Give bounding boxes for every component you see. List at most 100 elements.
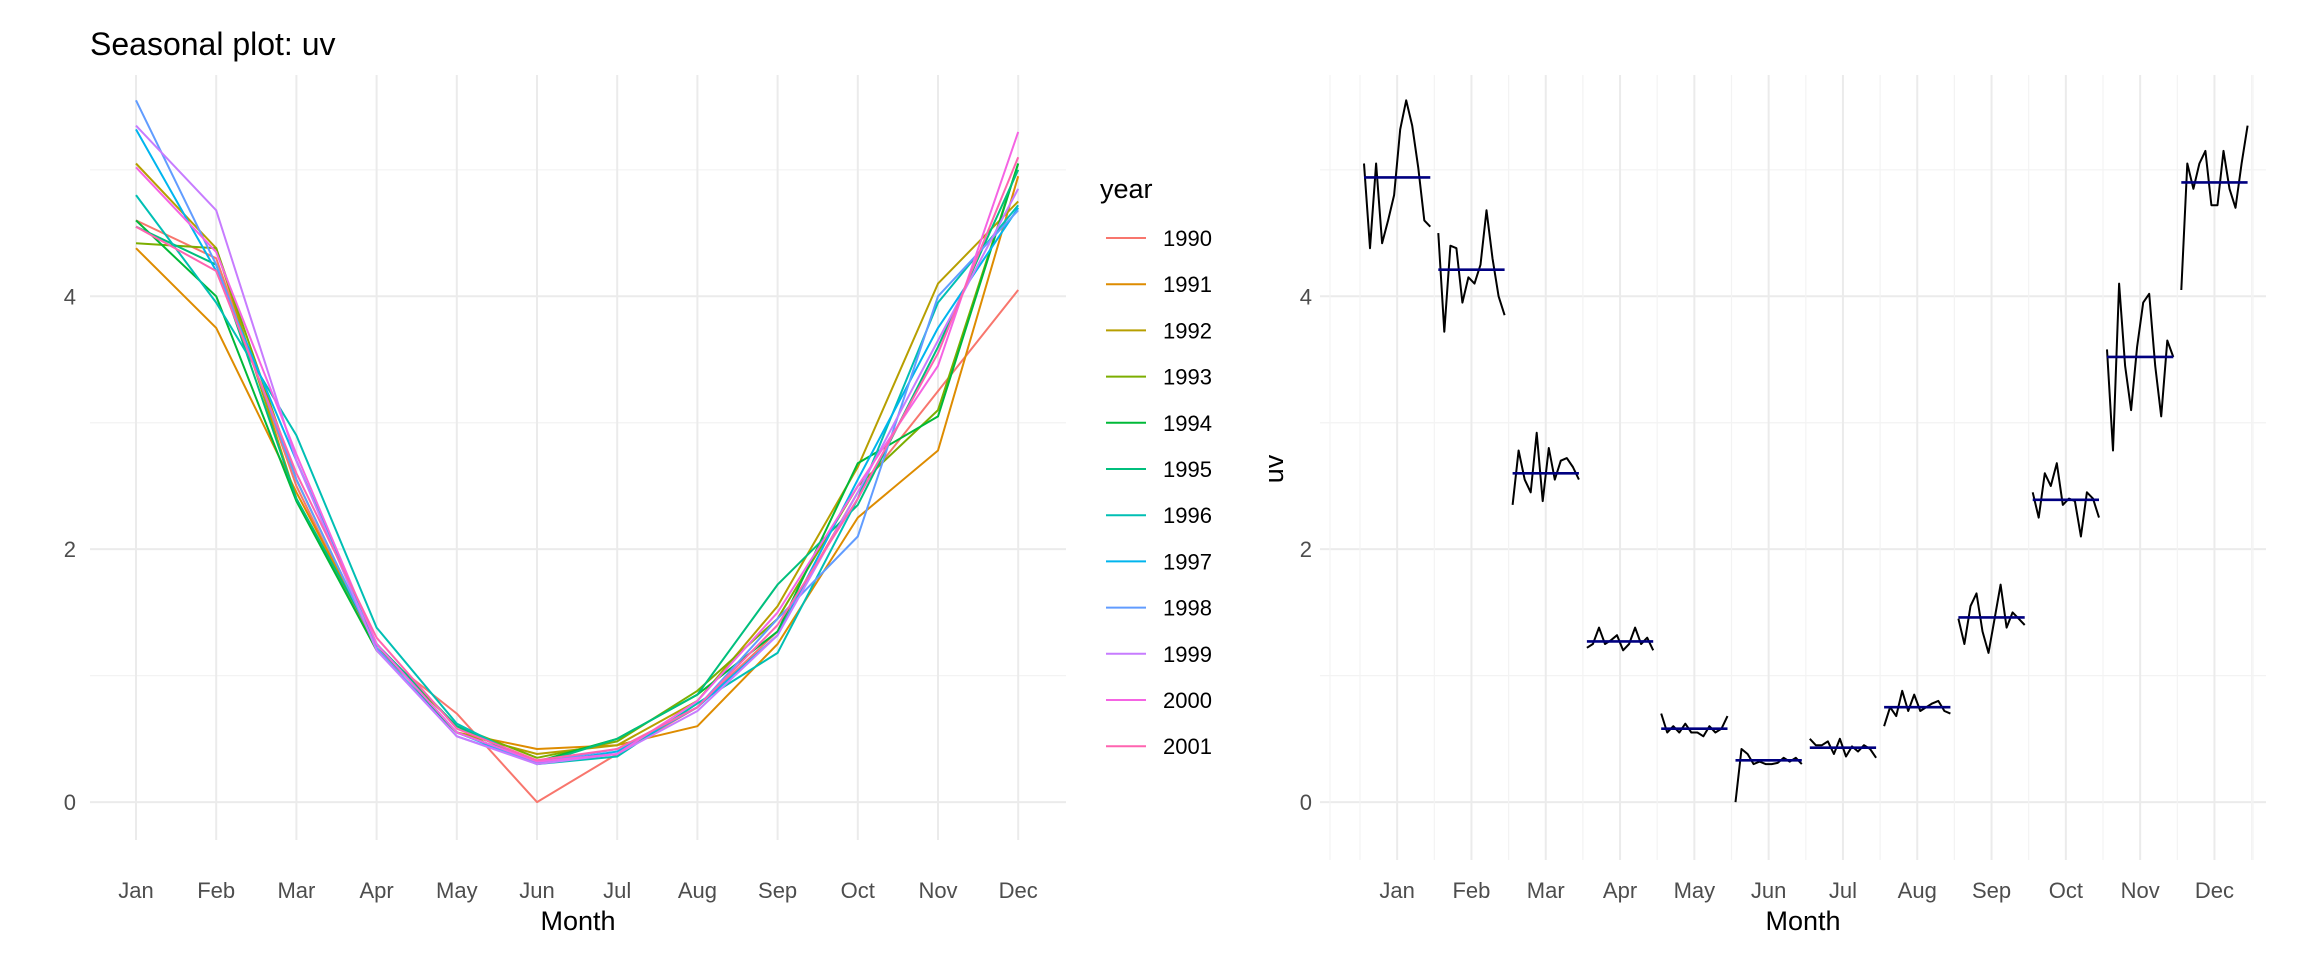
- right-x-tick-label: Jan: [1379, 878, 1414, 903]
- legend-title: year: [1100, 174, 1153, 204]
- left-x-tick-label: Feb: [197, 878, 235, 903]
- left-x-tick-labels: Jan Feb Mar Apr May Jun Jul Aug Sep Oct Nov Dec: [118, 878, 1038, 903]
- series-line-2001: [135, 156, 1020, 762]
- subseries-May: [1660, 713, 1729, 738]
- left-x-tick-label: Jun: [519, 878, 554, 903]
- legend-item-2000: 2000: [1106, 688, 1212, 713]
- left-y-tick-labels: 0 2 4: [64, 284, 76, 815]
- legend-item-1992: 1992: [1106, 318, 1212, 343]
- seasonal-plot-panel: Seasonal plot: uv 0 2 4 Jan Feb Mar Apr May Jun…: [64, 26, 1066, 936]
- legend-item-1998: 1998: [1106, 596, 1212, 621]
- legend-label: 1995: [1163, 457, 1212, 482]
- right-x-tick-label: Aug: [1898, 878, 1937, 903]
- left-gridlines: [90, 75, 1066, 840]
- right-y-axis-title: uv: [1259, 454, 1289, 483]
- legend-label: 2001: [1163, 734, 1212, 759]
- right-x-tick-label: Feb: [1452, 878, 1490, 903]
- legend-items: 1990 1991 1992 1993 1994 1995 1996 1997 1998 1999…: [1106, 226, 1212, 759]
- subseries-line: [2180, 125, 2249, 291]
- series-line-1990: [135, 219, 1019, 804]
- left-x-tick-label: Dec: [999, 878, 1038, 903]
- left-x-tick-label: Nov: [918, 878, 957, 903]
- left-x-tick-label: Sep: [758, 878, 797, 903]
- subseries-line: [1437, 209, 1506, 333]
- right-x-tick-label: Jun: [1751, 878, 1786, 903]
- right-y-tick-label: 2: [1300, 537, 1312, 562]
- right-y-tick-labels: 0 2 4: [1300, 284, 1312, 815]
- right-x-tick-labels: Jan Feb Mar Apr May Jun Jul Aug Sep Oct Nov Dec: [1379, 878, 2234, 903]
- right-x-tick-label: Nov: [2121, 878, 2160, 903]
- legend-label: 1990: [1163, 226, 1212, 251]
- right-x-tick-label: Sep: [1972, 878, 2011, 903]
- legend-label: 1997: [1163, 549, 1212, 574]
- subseries-Dec: [2180, 125, 2249, 291]
- subseries-plot-panel: 0 2 4 Jan Feb Mar Apr May Jun Jul Aug Sep Oct Nov Dec…: [1259, 75, 2266, 936]
- subseries-Sep: [1957, 583, 2026, 654]
- right-gridlines: [1320, 75, 2266, 860]
- right-x-tick-label: Oct: [2049, 878, 2083, 903]
- series-line-1991: [135, 175, 1020, 750]
- subseries-Nov: [2106, 282, 2175, 452]
- subseries-Jul: [1809, 737, 1877, 759]
- legend-item-1990: 1990: [1106, 226, 1212, 251]
- right-y-tick-label: 0: [1300, 790, 1312, 815]
- series-line-1996: [135, 194, 1019, 766]
- series-line-1993: [135, 163, 1020, 759]
- right-subseries-lines: [1363, 99, 2249, 803]
- right-x-tick-label: Mar: [1527, 878, 1565, 903]
- subseries-Apr: [1586, 626, 1655, 652]
- legend-item-1993: 1993: [1106, 365, 1212, 390]
- subseries-Jun: [1734, 748, 1803, 803]
- legend-label: 2000: [1163, 688, 1212, 713]
- series-line-1998: [135, 99, 1019, 764]
- left-x-tick-label: Apr: [359, 878, 393, 903]
- legend-label: 1996: [1163, 503, 1212, 528]
- legend-label: 1994: [1163, 411, 1212, 436]
- legend-label: 1998: [1163, 596, 1212, 621]
- subseries-Feb: [1437, 209, 1506, 333]
- legend-label: 1992: [1163, 318, 1212, 343]
- legend-item-1995: 1995: [1106, 457, 1212, 482]
- right-x-axis-title: Month: [1765, 906, 1840, 936]
- right-x-tick-label: Dec: [2195, 878, 2234, 903]
- left-y-tick-label: 2: [64, 537, 76, 562]
- legend: year 19901991199219931994199519961997199…: [1100, 174, 1212, 759]
- legend-item-1994: 1994: [1106, 411, 1212, 436]
- legend-label: 1993: [1163, 365, 1212, 390]
- subseries-Mar: [1511, 431, 1580, 506]
- left-x-tick-label: Oct: [841, 878, 875, 903]
- subseries-line: [1883, 689, 1951, 727]
- series-line-1994: [135, 163, 1020, 763]
- left-x-axis-title: Month: [540, 906, 615, 936]
- right-y-tick-label: 4: [1300, 284, 1312, 309]
- subseries-Aug: [1883, 689, 1951, 727]
- subseries-line: [2106, 282, 2175, 452]
- series-line-2000: [135, 131, 1020, 763]
- right-x-tick-label: Jul: [1829, 878, 1857, 903]
- left-y-tick-label: 0: [64, 790, 76, 815]
- right-x-tick-label: May: [1674, 878, 1716, 903]
- left-y-tick-label: 4: [64, 284, 76, 309]
- subseries-line: [1660, 713, 1729, 738]
- chart-title: Seasonal plot: uv: [90, 26, 336, 62]
- subseries-line: [2031, 462, 2100, 538]
- left-x-tick-label: Jul: [603, 878, 631, 903]
- right-x-tick-label: Apr: [1603, 878, 1637, 903]
- legend-item-1996: 1996: [1106, 503, 1212, 528]
- legend-item-1999: 1999: [1106, 642, 1212, 667]
- subseries-Jan: [1363, 99, 1432, 250]
- legend-item-1997: 1997: [1106, 549, 1212, 574]
- left-series-lines: [135, 99, 1020, 804]
- series-line-1995: [135, 169, 1020, 766]
- legend-item-2001: 2001: [1106, 734, 1212, 759]
- left-x-tick-label: Aug: [678, 878, 717, 903]
- subseries-line: [1957, 583, 2026, 654]
- legend-label: 1999: [1163, 642, 1212, 667]
- left-x-tick-label: Mar: [277, 878, 315, 903]
- legend-item-1991: 1991: [1106, 272, 1212, 297]
- left-x-tick-label: May: [436, 878, 478, 903]
- legend-label: 1991: [1163, 272, 1212, 297]
- left-x-tick-label: Jan: [118, 878, 153, 903]
